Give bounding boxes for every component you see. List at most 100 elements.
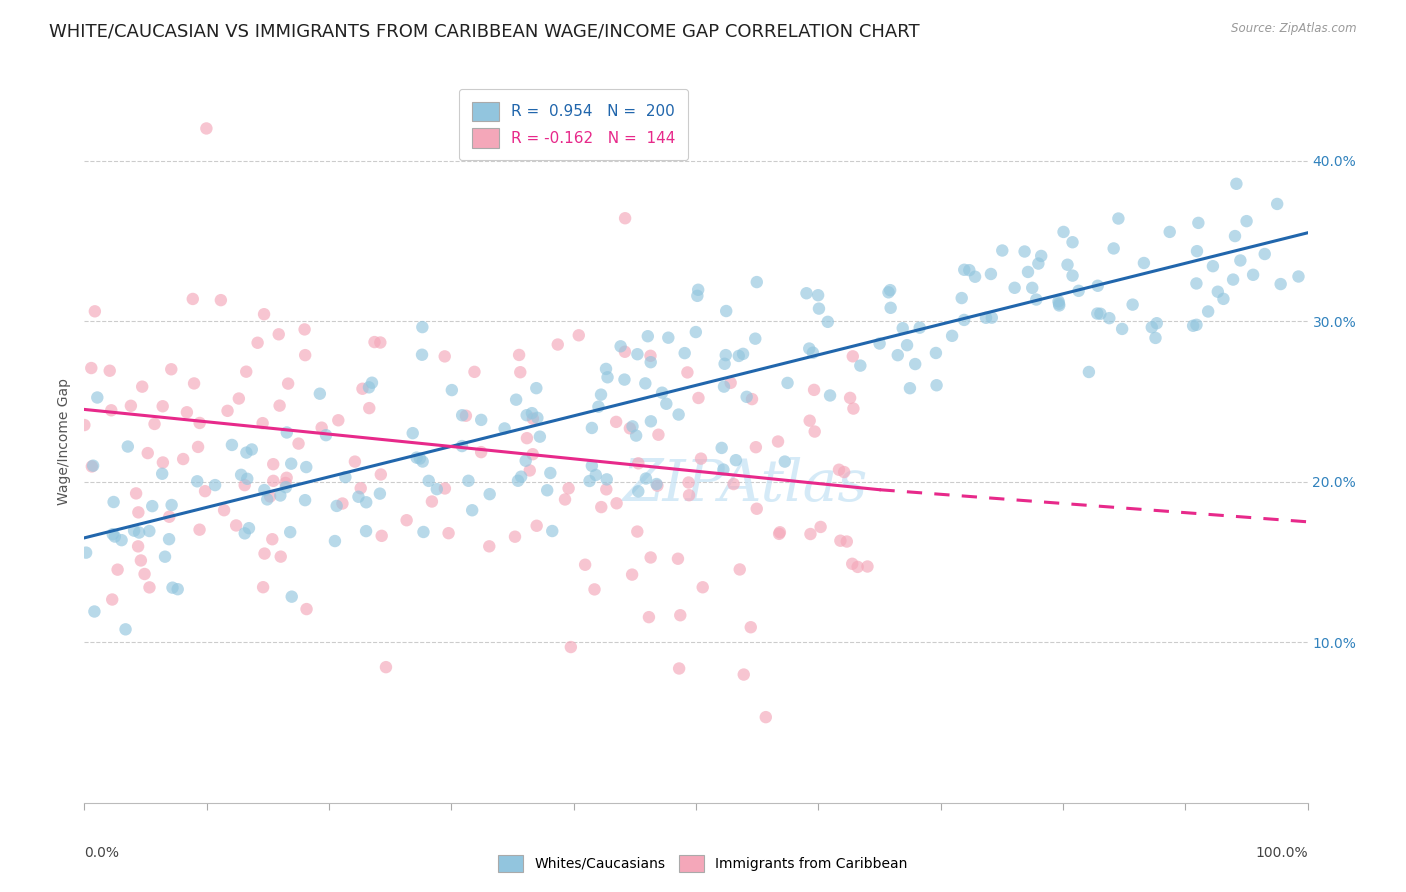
Point [294, 493, 316, 508]
Point [195, 121, 218, 136]
Point [433, 482, 456, 496]
Point [295, 460, 318, 475]
Point [236, 472, 259, 486]
Point [100, 403, 122, 417]
Point [82, 458, 104, 473]
Point [692, 580, 714, 594]
Point [1062, 235, 1084, 250]
Point [846, 560, 869, 574]
Point [1202, 259, 1225, 273]
Point [478, 539, 501, 553]
Point [1185, 318, 1208, 332]
Point [454, 409, 477, 423]
Point [187, 440, 209, 454]
Point [835, 534, 858, 549]
Point [714, 348, 737, 362]
Point [274, 475, 297, 490]
Point [1144, 331, 1167, 345]
Point [1047, 294, 1070, 309]
Point [98, 364, 121, 378]
Point [686, 289, 709, 303]
Point [1067, 284, 1090, 298]
Point [409, 451, 432, 466]
Point [370, 467, 392, 482]
Point [731, 347, 754, 361]
Point [101, 592, 124, 607]
Point [228, 392, 250, 406]
Point [269, 399, 291, 413]
Point [678, 488, 700, 502]
Point [1056, 258, 1078, 272]
Point [86, 391, 108, 405]
Point [276, 425, 298, 440]
Point [350, 481, 373, 495]
Point [114, 623, 136, 637]
Point [688, 391, 710, 405]
Point [152, 399, 174, 413]
Point [1062, 268, 1084, 283]
Point [807, 301, 830, 316]
Point [152, 455, 174, 469]
Point [461, 503, 484, 517]
Point [325, 499, 347, 513]
Point [614, 211, 637, 226]
Point [311, 420, 333, 434]
Point [624, 428, 647, 442]
Point [621, 567, 644, 582]
Point [1212, 292, 1234, 306]
Point [803, 425, 825, 439]
Point [335, 470, 357, 484]
Point [519, 463, 541, 477]
Point [1222, 272, 1244, 286]
Point [941, 328, 963, 343]
Point [526, 518, 548, 533]
Point [953, 262, 976, 277]
Point [1182, 318, 1205, 333]
Point [745, 501, 768, 516]
Point [508, 348, 530, 362]
Point [426, 482, 449, 496]
Point [160, 498, 183, 512]
Point [769, 525, 792, 540]
Point [645, 477, 668, 491]
Point [80, 361, 103, 376]
Point [107, 563, 129, 577]
Point [1288, 269, 1310, 284]
Point [1122, 297, 1144, 311]
Point [619, 421, 641, 435]
Point [470, 413, 492, 427]
Point [347, 490, 370, 504]
Point [110, 533, 132, 548]
Point [585, 467, 607, 482]
Point [80, 459, 103, 474]
Point [233, 478, 256, 492]
Point [256, 492, 278, 507]
Point [830, 533, 852, 548]
Point [412, 524, 434, 539]
Point [803, 383, 825, 397]
Point [363, 334, 385, 349]
Point [470, 445, 492, 459]
Point [463, 365, 485, 379]
Point [172, 452, 194, 467]
Point [522, 411, 544, 425]
Point [437, 526, 460, 541]
Point [294, 348, 316, 362]
Point [1265, 197, 1288, 211]
Point [690, 451, 713, 466]
Point [411, 348, 433, 362]
Point [229, 467, 252, 482]
Point [733, 667, 755, 681]
Point [308, 386, 330, 401]
Point [83, 304, 105, 318]
Point [980, 267, 1002, 281]
Point [238, 521, 260, 535]
Point [554, 492, 576, 507]
Point [676, 366, 699, 380]
Point [294, 322, 316, 336]
Point [280, 590, 302, 604]
Point [560, 640, 582, 654]
Point [818, 388, 841, 402]
Point [605, 415, 627, 429]
Point [1087, 278, 1109, 293]
